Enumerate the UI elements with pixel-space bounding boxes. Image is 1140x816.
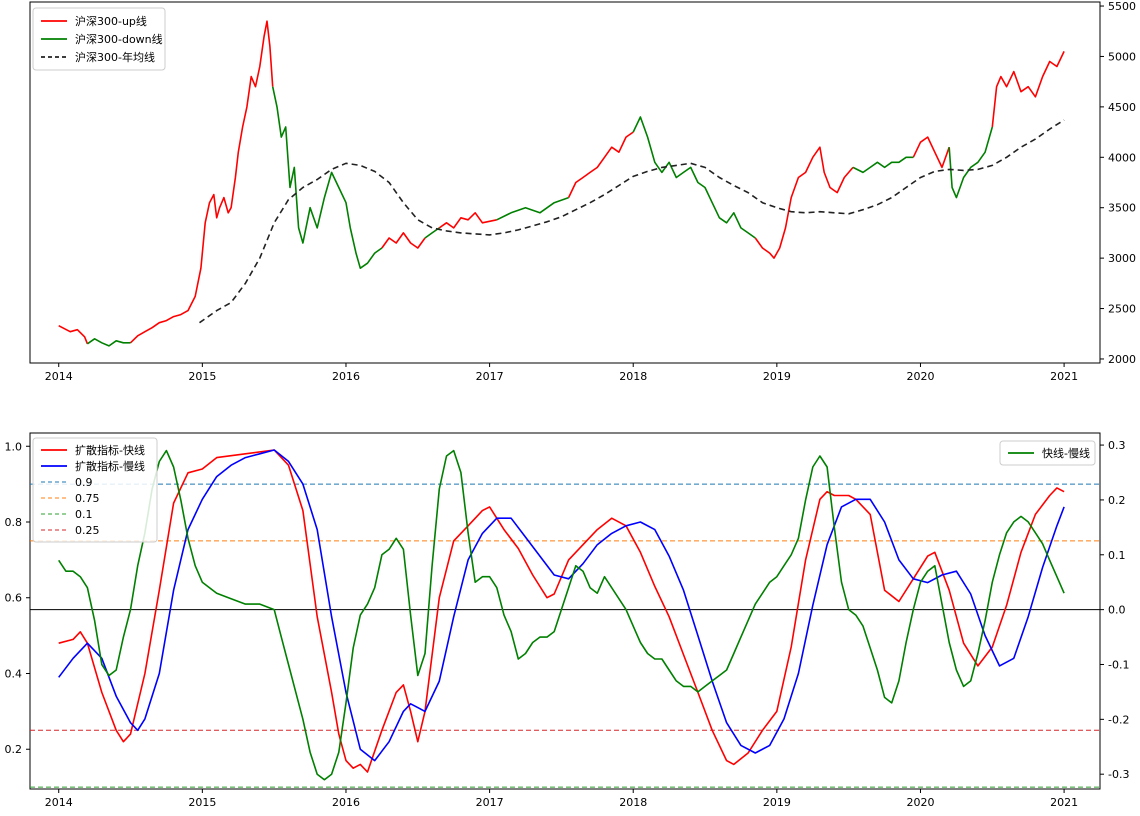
- y-right-tick-label: 5000: [1108, 50, 1136, 63]
- y-right-tick-label: 2000: [1108, 353, 1136, 366]
- legend-box: [32, 7, 166, 71]
- series-line-2: [58, 449, 1065, 781]
- x-tick-label: 2016: [332, 370, 360, 383]
- series-line-1: [496, 196, 569, 221]
- series-line-0: [381, 232, 426, 249]
- series-line-2: [199, 119, 1065, 324]
- legend-label: 扩散指标-快线: [75, 443, 145, 457]
- series-line-0: [129, 20, 274, 344]
- y-right-tick-label: 0.3: [1108, 439, 1126, 452]
- y-right-tick-label: -0.2: [1108, 713, 1129, 726]
- y-right-tick-label: 4000: [1108, 151, 1136, 164]
- x-tick-label: 2020: [906, 370, 934, 383]
- top-price-chart: 2014 2015 2016 2017 2018 2019 2020 2021 2000 2500…: [29, 0, 1136, 383]
- series-line-0: [58, 324, 89, 345]
- series-line-1: [852, 156, 914, 174]
- y-right-tick-label: 3000: [1108, 252, 1136, 265]
- x-tick-label: 2014: [45, 370, 73, 383]
- y-left-tick-label: 0.8: [5, 516, 23, 529]
- series-line-1: [948, 126, 994, 199]
- x-tick-label: 2019: [763, 370, 791, 383]
- y-right-tick-label: 0.2: [1108, 494, 1126, 507]
- series-line-0: [438, 212, 497, 229]
- legend-label: 沪深300-down线: [75, 32, 163, 46]
- y-right-tick-label: 2500: [1108, 303, 1136, 316]
- x-tick-label: 2019: [763, 796, 791, 809]
- y-right-tick-label: 5500: [1108, 0, 1136, 13]
- legend-label: 沪深300-年均线: [75, 50, 155, 64]
- x-tick-label: 2016: [332, 796, 360, 809]
- legend-label: 0.25: [75, 524, 100, 537]
- bottom-diffusion-chart: 2014 2015 2016 2017 2018 2019 2020 2021 -0.3 -0.2…: [5, 432, 1129, 809]
- y-left-tick-label: 0.6: [5, 592, 23, 605]
- legend-box: [32, 437, 158, 543]
- x-tick-label: 2015: [188, 370, 216, 383]
- legend-label: 0.75: [75, 492, 100, 505]
- legend-box: [999, 440, 1096, 466]
- x-tick-label: 2014: [45, 796, 73, 809]
- plot-frame: [29, 432, 1101, 790]
- y-right-tick-label: 0.1: [1108, 549, 1126, 562]
- x-tick-label: 2021: [1050, 796, 1078, 809]
- y-left-tick-label: 0.4: [5, 667, 23, 680]
- x-tick-label: 2018: [619, 370, 647, 383]
- y-left-tick-label: 1.0: [5, 440, 23, 453]
- series-line-0: [912, 136, 950, 169]
- legend-label: 扩散指标-慢线: [75, 459, 145, 473]
- y-right-tick-label: 4500: [1108, 101, 1136, 114]
- y-right-tick-label: -0.3: [1108, 768, 1129, 781]
- legend-label: 快线-慢线: [1042, 446, 1090, 460]
- series-line-0: [567, 131, 634, 198]
- x-tick-label: 2017: [476, 796, 504, 809]
- series-line-1: [58, 449, 1065, 762]
- legend-label: 0.1: [75, 508, 93, 521]
- y-right-tick-label: 0.0: [1108, 604, 1126, 617]
- x-tick-label: 2017: [476, 370, 504, 383]
- x-tick-label: 2020: [906, 796, 934, 809]
- y-right-tick-label: -0.1: [1108, 658, 1129, 671]
- plot-frame: [29, 1, 1101, 364]
- series-line-1: [632, 116, 756, 239]
- series-line-1: [86, 338, 131, 347]
- y-right-tick-label: 3500: [1108, 202, 1136, 215]
- x-tick-label: 2015: [188, 796, 216, 809]
- legend-label: 0.9: [75, 476, 93, 489]
- series-line-1: [271, 86, 383, 269]
- series-line-0: [991, 51, 1065, 128]
- x-tick-label: 2018: [619, 796, 647, 809]
- series-line-0: [58, 449, 1065, 773]
- x-tick-label: 2021: [1050, 370, 1078, 383]
- y-left-tick-label: 0.2: [5, 743, 23, 756]
- series-line-0: [754, 146, 854, 259]
- legend-label: 沪深300-up线: [75, 14, 147, 28]
